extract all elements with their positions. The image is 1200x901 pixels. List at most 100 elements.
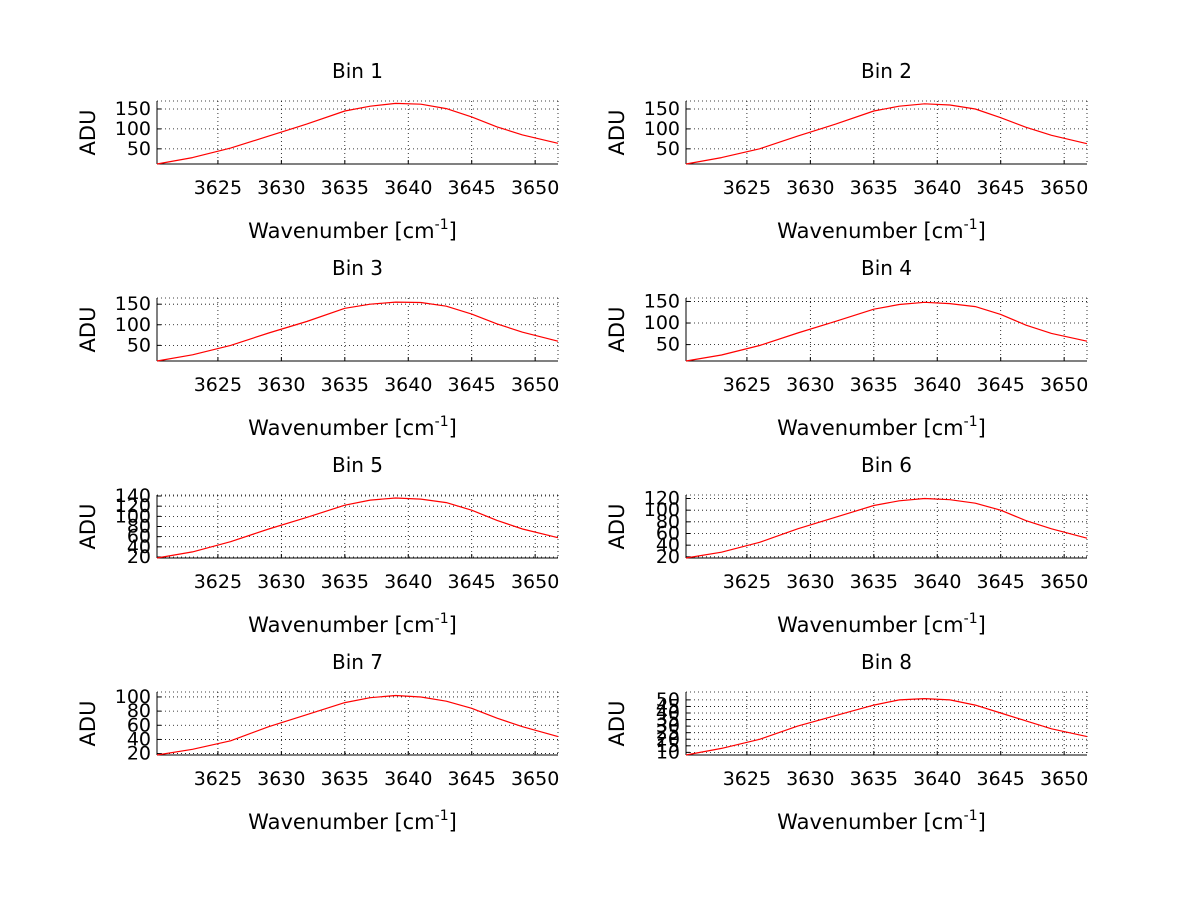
x-axis-label-main: Wavenumber [cm: [248, 613, 434, 637]
y-tick-label: 80: [127, 516, 151, 538]
x-tick-label: 3650: [511, 177, 559, 199]
x-tick-label: 3630: [257, 177, 305, 199]
y-tick-label: 100: [115, 686, 151, 708]
x-axis-label-main: Wavenumber [cm: [248, 810, 434, 834]
series-line-1: [685, 698, 1088, 756]
x-tick-label: 3650: [1040, 374, 1088, 396]
x-tick-label: 3630: [257, 571, 305, 593]
x-tick-label: 3635: [321, 177, 369, 199]
subplot-5: 3625 3630 3635 3640 3645 3650 2040608010012014…: [76, 453, 559, 637]
y-axis-label: ADU: [605, 701, 629, 747]
x-axis-label-end: ]: [978, 613, 986, 637]
x-axis-label-end: ]: [449, 613, 457, 637]
x-axis-label-main: Wavenumber [cm: [777, 219, 963, 243]
y-axis-label: ADU: [76, 701, 100, 747]
y-tick-label: 150: [644, 290, 680, 312]
x-tick-label: 3625: [194, 374, 242, 396]
x-tick-label: 3625: [194, 768, 242, 790]
x-axis-label-superscript: -1: [964, 808, 978, 824]
y-tick-label: 40: [656, 702, 680, 724]
x-tick-label: 3630: [786, 571, 834, 593]
y-tick-label: 45: [656, 695, 680, 717]
y-axis-label: ADU: [76, 504, 100, 550]
x-tick-label: 3650: [511, 374, 559, 396]
x-tick-label: 3650: [1040, 768, 1088, 790]
x-axis-label: Wavenumber [cm-1]: [248, 217, 457, 243]
x-tick-label: 3645: [977, 374, 1025, 396]
x-tick-label: 3640: [913, 571, 961, 593]
y-tick-label: 50: [656, 334, 680, 356]
x-tick-label: 3650: [1040, 571, 1088, 593]
x-tick-label: 3630: [786, 177, 834, 199]
series-line-1: [156, 301, 559, 362]
x-tick-label: 3635: [850, 374, 898, 396]
x-axis-label: Wavenumber [cm-1]: [248, 414, 457, 440]
y-axis-label: ADU: [605, 110, 629, 156]
x-axis-label-superscript: -1: [435, 808, 449, 824]
x-tick-label: 3640: [913, 177, 961, 199]
y-tick-label: 50: [127, 334, 151, 356]
x-axis-label-superscript: -1: [435, 611, 449, 627]
y-axis-label: ADU: [605, 307, 629, 353]
x-axis-label-superscript: -1: [964, 611, 978, 627]
y-tick-label: 150: [115, 293, 151, 315]
y-tick-label: 35: [656, 709, 680, 731]
x-tick-label: 3630: [786, 374, 834, 396]
x-tick-label: 3635: [321, 374, 369, 396]
x-axis-label: Wavenumber [cm-1]: [777, 611, 986, 637]
x-tick-label: 3625: [723, 571, 771, 593]
subplot-title: Bin 5: [332, 453, 383, 477]
x-tick-label: 3640: [384, 177, 432, 199]
y-axis-label: ADU: [76, 307, 100, 353]
y-tick-label: 120: [115, 495, 151, 517]
x-tick-label: 3640: [384, 768, 432, 790]
y-tick-label: 10: [656, 741, 680, 763]
x-tick-label: 3650: [511, 768, 559, 790]
series-line-1: [685, 301, 1088, 362]
x-tick-label: 3650: [511, 571, 559, 593]
x-tick-label: 3645: [977, 177, 1025, 199]
x-axis-label: Wavenumber [cm-1]: [777, 808, 986, 834]
y-tick-label: 80: [127, 700, 151, 722]
series-line-1: [156, 497, 559, 559]
y-tick-label: 60: [656, 523, 680, 545]
x-tick-label: 3645: [977, 571, 1025, 593]
x-axis-label-end: ]: [978, 810, 986, 834]
x-axis-label-end: ]: [449, 416, 457, 440]
x-tick-label: 3640: [913, 768, 961, 790]
x-axis-label-superscript: -1: [964, 414, 978, 430]
y-tick-label: 40: [656, 534, 680, 556]
x-tick-label: 3635: [850, 768, 898, 790]
y-tick-label: 100: [115, 314, 151, 336]
subplot-title: Bin 7: [332, 650, 383, 674]
x-tick-label: 3635: [321, 768, 369, 790]
subplot-title: Bin 8: [861, 650, 912, 674]
x-tick-label: 3640: [913, 374, 961, 396]
subplot-title: Bin 3: [332, 256, 383, 280]
x-axis-label-superscript: -1: [435, 414, 449, 430]
y-tick-label: 20: [127, 546, 151, 568]
subplot-title: Bin 1: [332, 59, 383, 83]
x-axis-label-end: ]: [449, 810, 457, 834]
x-tick-label: 3645: [448, 177, 496, 199]
y-tick-label: 25: [656, 722, 680, 744]
y-tick-label: 150: [644, 98, 680, 120]
x-axis-label-main: Wavenumber [cm: [248, 416, 434, 440]
y-tick-label: 50: [127, 138, 151, 160]
y-axis-label: ADU: [76, 110, 100, 156]
x-tick-label: 3630: [257, 374, 305, 396]
x-tick-label: 3630: [257, 768, 305, 790]
x-axis-label-end: ]: [978, 219, 986, 243]
x-axis-label-end: ]: [978, 416, 986, 440]
x-axis-label: Wavenumber [cm-1]: [248, 611, 457, 637]
x-axis-label-main: Wavenumber [cm: [248, 219, 434, 243]
x-tick-label: 3625: [723, 768, 771, 790]
y-tick-label: 120: [644, 488, 680, 510]
y-tick-label: 20: [127, 743, 151, 765]
series-line-1: [685, 103, 1088, 165]
x-tick-label: 3625: [194, 571, 242, 593]
